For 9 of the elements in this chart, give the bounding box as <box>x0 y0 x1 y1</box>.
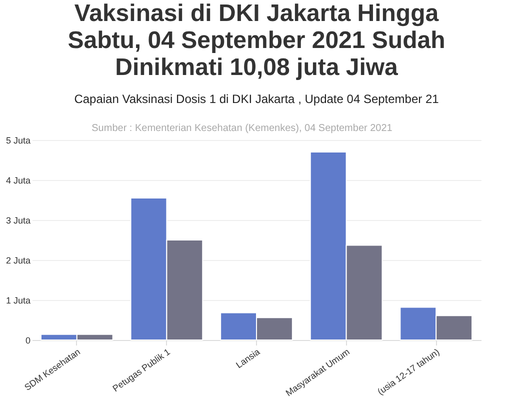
y-tick-label: 1 Juta <box>6 296 30 306</box>
y-tick-label: 2 Juta <box>6 256 30 266</box>
y-tick-label: 3 Juta <box>6 216 30 226</box>
y-tick-label: 0 <box>25 336 30 346</box>
y-tick-label: 5 Juta <box>6 136 30 146</box>
chart-title: Vaksinasi di DKI Jakarta Hingga Sabtu, 04 September 2021 Sudah Dinikmati 10,08 juta Jiwa <box>68 0 446 81</box>
y-tick-label: 4 Juta <box>6 176 30 186</box>
chart-subtitle: Capaian Vaksinasi Dosis 1 di DKI Jakarta , Update 04 September 21 <box>74 92 440 106</box>
text: Sumber : Kementerian Kesehatan (Kemenkes), 04 September 2021 <box>92 123 393 134</box>
